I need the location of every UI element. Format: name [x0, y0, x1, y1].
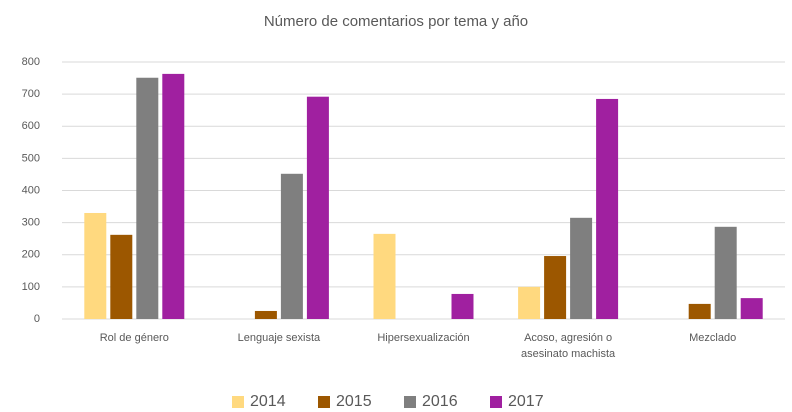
- y-tick-label: 300: [22, 217, 40, 229]
- x-tick-label: Lenguaje sexista: [237, 332, 321, 344]
- bar: [373, 233, 396, 319]
- bar: [136, 77, 159, 320]
- bar: [306, 96, 329, 319]
- bar: [596, 98, 619, 319]
- bar: [162, 73, 185, 319]
- legend-label: 2017: [508, 393, 544, 410]
- y-tick-label: 200: [22, 249, 40, 261]
- legend-label: 2014: [250, 393, 286, 410]
- legend-label: 2016: [422, 393, 458, 410]
- y-tick-label: 100: [22, 281, 40, 293]
- bar: [254, 310, 277, 319]
- bar: [544, 256, 567, 319]
- bar: [740, 298, 763, 319]
- legend-swatch: [232, 396, 244, 408]
- y-tick-label: 600: [22, 120, 40, 132]
- bar: [570, 217, 593, 319]
- bar: [280, 173, 303, 319]
- x-tick-label: Hipersexualización: [377, 332, 470, 344]
- bar: [714, 226, 737, 319]
- bar: [451, 293, 474, 319]
- legend-label: 2015: [336, 393, 372, 410]
- legend-swatch: [404, 396, 416, 408]
- y-tick-label: 700: [22, 88, 40, 100]
- y-tick-label: 0: [34, 313, 40, 325]
- x-tick-label: Rol de género: [99, 332, 169, 344]
- legend-swatch: [318, 396, 330, 408]
- y-tick-label: 500: [22, 152, 40, 164]
- y-tick-label: 400: [22, 184, 40, 196]
- bar: [84, 212, 107, 319]
- bar: [110, 234, 133, 319]
- y-tick-label: 800: [22, 56, 40, 68]
- legend-swatch: [490, 396, 502, 408]
- bar: [688, 303, 711, 319]
- chart-title: Número de comentarios por tema y año: [264, 13, 528, 30]
- x-tick-label: Acoso, agresión o asesinato machista: [521, 332, 616, 360]
- bar: [518, 286, 541, 319]
- x-tick-label: Mezclado: [689, 332, 737, 344]
